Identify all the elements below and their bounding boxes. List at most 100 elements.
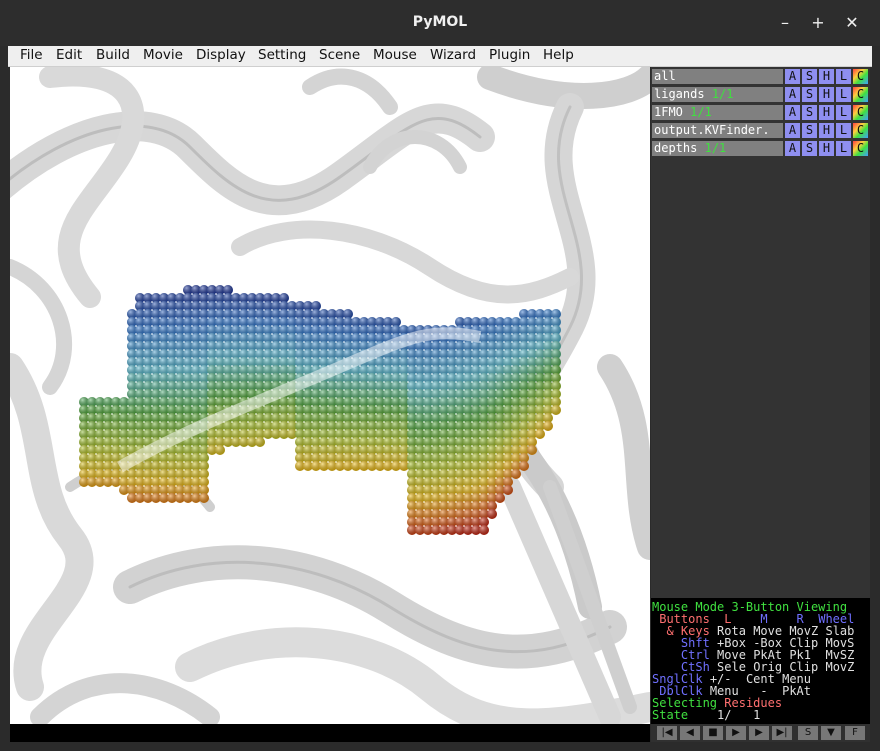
cavity-sphere-shade [159,461,169,471]
show-button[interactable]: S [802,87,817,102]
hide-button[interactable]: H [819,141,834,156]
cavity-sphere-shade [191,485,201,495]
menu-movie[interactable]: Movie [143,47,183,63]
cavity-sphere-shade [447,429,457,439]
cavity-sphere-shade [431,413,441,423]
object-name[interactable]: depths 1/1 [652,141,783,156]
cavity-sphere-shade [271,317,281,327]
menu-help[interactable]: Help [543,47,574,63]
hide-button[interactable]: H [819,105,834,120]
object-name[interactable]: 1FMO 1/1 [652,105,783,120]
hide-button[interactable]: H [819,123,834,138]
cavity-sphere-shade [359,373,369,383]
step-back-button[interactable]: ◀ [680,726,700,740]
menu-scene[interactable]: Scene [319,47,361,63]
cavity-sphere-shade [479,365,489,375]
cavity-sphere-shade [231,421,241,431]
cavity-sphere-shade [471,485,481,495]
object-row-1fmo[interactable]: 1FMO 1/1 A S H L C [652,105,870,121]
scene-menu-button[interactable]: ▼ [821,726,841,740]
cavity-sphere-shade [143,365,153,375]
object-name[interactable]: ligands 1/1 [652,87,783,102]
cavity-sphere-shade [463,413,473,423]
color-button[interactable]: C [853,105,868,120]
action-button[interactable]: A [785,69,800,84]
label-button[interactable]: L [836,87,851,102]
action-button[interactable]: A [785,141,800,156]
cavity-sphere-shade [519,405,529,415]
molecular-viewport[interactable] [10,67,650,724]
hide-button[interactable]: H [819,69,834,84]
cavity-sphere-shade [167,461,177,471]
minimize-button[interactable]: – [781,13,789,32]
end-button[interactable]: ▶| [772,726,792,740]
hide-button[interactable]: H [819,87,834,102]
show-button[interactable]: S [802,69,817,84]
cavity-sphere-shade [247,437,257,447]
command-line[interactable] [10,724,650,742]
cavity-sphere-shade [207,389,217,399]
play-button[interactable]: ▶ [726,726,746,740]
rewind-button[interactable]: |◀ [657,726,677,740]
mouse-mode-label: Mouse Mode [652,600,725,614]
cavity-sphere-shade [319,453,329,463]
menu-mouse[interactable]: Mouse [373,47,417,63]
cavity-sphere-shade [503,477,513,487]
object-name[interactable]: output.KVFinder. [652,123,783,138]
state-total: 1 [753,708,761,722]
stop-button[interactable]: ■ [703,726,723,740]
object-row-ligands[interactable]: ligands 1/1 A S H L C [652,87,870,103]
cavity-sphere-shade [319,445,329,455]
show-button[interactable]: S [802,123,817,138]
cavity-sphere-shade [175,301,185,311]
color-button[interactable]: C [853,69,868,84]
selecting-mode[interactable]: Residues [724,696,783,710]
action-button[interactable]: A [785,123,800,138]
cavity-sphere-shade [239,341,249,351]
label-button[interactable]: L [836,123,851,138]
label-button[interactable]: L [836,105,851,120]
cavity-sphere-shade [359,413,369,423]
cavity-sphere-shade [135,493,145,503]
object-name[interactable]: all [652,69,783,84]
show-button[interactable]: S [802,105,817,120]
label-button[interactable]: L [836,69,851,84]
menu-edit[interactable]: Edit [56,47,83,63]
show-button[interactable]: S [802,141,817,156]
object-row-kvfinder[interactable]: output.KVFinder. A S H L C [652,123,870,139]
cavity-sphere-shade [463,509,473,519]
action-button[interactable]: A [785,105,800,120]
mouse-mode-panel[interactable]: Mouse Mode 3-Button Viewing Buttons L M … [651,598,870,724]
object-row-depths[interactable]: depths 1/1 A S H L C [652,141,870,157]
object-row-all[interactable]: all A S H L C [652,69,870,85]
menu-display[interactable]: Display [196,47,246,63]
menu-plugin[interactable]: Plugin [489,47,531,63]
menu-build[interactable]: Build [96,47,130,63]
cavity-sphere-shade [455,421,465,431]
menu-setting[interactable]: Setting [258,47,307,63]
cavity-sphere-shade [303,453,313,463]
cavity-sphere-shade [303,445,313,455]
color-button[interactable]: C [853,87,868,102]
menu-wizard[interactable]: Wizard [430,47,477,63]
fullscreen-button[interactable]: F [845,726,865,740]
action-button[interactable]: A [785,87,800,102]
cavity-sphere-shade [431,477,441,487]
maximize-button[interactable]: + [811,13,825,32]
cavity-sphere-shade [511,397,521,407]
cavity-sphere-shade [87,453,97,463]
scene-button[interactable]: S [798,726,818,740]
binding: MovS [825,636,855,650]
cavity-sphere-shade [455,373,465,383]
step-forward-button[interactable]: ▶ [749,726,769,740]
color-button[interactable]: C [853,141,868,156]
cavity-sphere-shade [519,341,529,351]
label-button[interactable]: L [836,141,851,156]
cavity-sphere-shade [199,461,209,471]
close-button[interactable]: ✕ [845,13,859,32]
menu-file[interactable]: File [20,47,43,63]
cavity-sphere-shade [159,405,169,415]
cavity-sphere-shade [207,341,217,351]
color-button[interactable]: C [853,123,868,138]
cavity-sphere-shade [223,317,233,327]
